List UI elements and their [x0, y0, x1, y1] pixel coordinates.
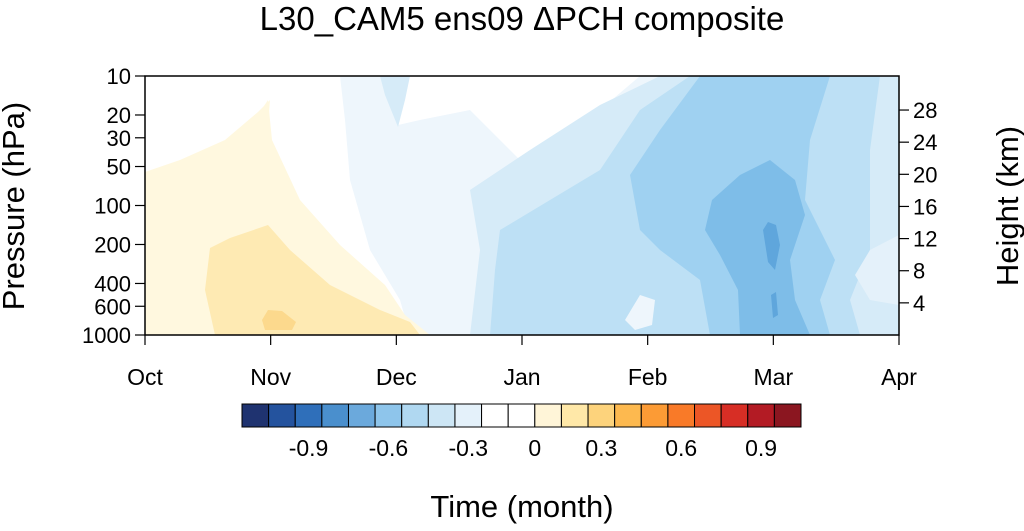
y-axis-label: Pressure (hPa) — [0, 102, 31, 310]
time-tick-label: Oct — [127, 364, 163, 390]
colorbar-label: 0 — [528, 435, 541, 461]
pressure-tick-label: 600 — [94, 294, 131, 319]
colorbar-swatch — [321, 403, 349, 428]
colorbar-swatch — [481, 403, 509, 428]
neutral-patch-feb — [625, 295, 655, 330]
height-axis: 28 24 20 16 12 8 4 — [899, 98, 937, 316]
x-axis-label: Time (month) — [430, 489, 613, 524]
colorbar-swatch — [667, 403, 696, 428]
warm-region-0.2 — [205, 225, 420, 335]
neutral-gap-dec — [398, 76, 640, 160]
colorbar-label: -0.6 — [369, 435, 409, 461]
colorbar-swatch — [587, 403, 616, 428]
time-tick-label: Nov — [250, 364, 291, 390]
contour-field — [145, 76, 899, 335]
time-tick-label: Feb — [628, 364, 668, 390]
colorbar-label: 0.3 — [585, 435, 617, 461]
colorbar-swatch — [534, 403, 562, 428]
colorbar-swatch — [401, 403, 429, 428]
pressure-tick-label: 20 — [107, 103, 131, 128]
colorbar-swatch — [614, 403, 642, 428]
height-tick-label: 24 — [913, 130, 937, 155]
colorbar-label: -0.3 — [448, 435, 488, 461]
colorbar-swatch — [507, 403, 536, 428]
chart-title: L30_CAM5 ens09 ΔPCH composite — [260, 0, 785, 37]
cold-region-0.6 — [763, 222, 780, 270]
colorbar-swatch — [268, 403, 296, 428]
height-tick-label: 16 — [913, 194, 937, 219]
pressure-tick-label: 30 — [107, 126, 131, 151]
colorbar-swatch — [720, 403, 749, 428]
time-tick-label: Apr — [881, 364, 917, 390]
height-tick-label: 12 — [913, 227, 937, 252]
colorbar-swatch — [241, 403, 270, 428]
y2-axis-label: Height (km) — [990, 126, 1024, 286]
colorbar-swatch — [454, 403, 483, 428]
cold-region-0.2 — [380, 76, 410, 127]
neutral-patch-apr — [855, 235, 899, 305]
colorbar-label: 0.6 — [665, 435, 697, 461]
colorbar-swatch — [640, 403, 669, 428]
colorbar: -0.9 -0.6 -0.3 0 0.3 0.6 0.9 — [241, 403, 802, 461]
pressure-tick-label: 200 — [94, 232, 131, 257]
height-tick-label: 4 — [913, 291, 925, 316]
time-tick-label: Dec — [376, 364, 417, 390]
height-tick-label: 28 — [913, 98, 937, 123]
time-axis: Oct Nov Dec Jan Feb Mar Apr — [127, 335, 917, 390]
pressure-tick-label: 400 — [94, 271, 131, 296]
pressure-tick-label: 100 — [94, 194, 131, 219]
colorbar-swatch — [374, 403, 403, 428]
cold-region-0.6-low — [771, 292, 778, 318]
pressure-tick-label: 1000 — [82, 323, 131, 348]
pressure-tick-label: 50 — [107, 155, 131, 180]
colorbar-label: -0.9 — [289, 435, 329, 461]
pressure-tick-label: 10 — [107, 64, 131, 89]
height-tick-label: 8 — [913, 259, 925, 284]
warm-region-0.1-upper — [145, 100, 270, 200]
colorbar-swatch — [694, 403, 722, 428]
colorbar-swatch — [427, 403, 456, 428]
cold-region-0.5 — [705, 160, 810, 335]
colorbar-swatch — [773, 403, 802, 428]
warm-region-0.3 — [262, 310, 296, 330]
colorbar-swatch — [560, 403, 589, 428]
colorbar-label: 0.9 — [745, 435, 777, 461]
time-tick-label: Mar — [754, 364, 794, 390]
time-tick-label: Jan — [503, 364, 540, 390]
colorbar-swatch — [347, 403, 376, 428]
colorbar-swatch — [747, 403, 775, 428]
colorbar-swatch — [294, 403, 323, 428]
height-tick-label: 20 — [913, 162, 937, 187]
